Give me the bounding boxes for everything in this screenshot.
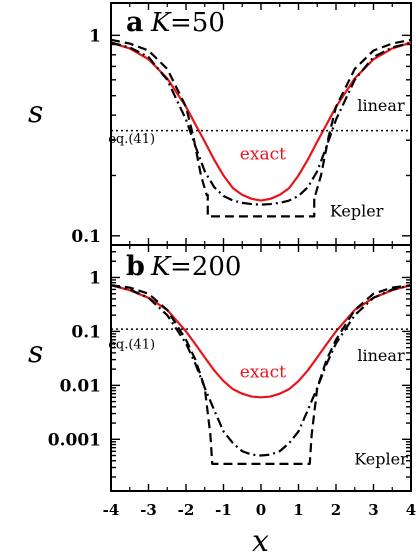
panel-b-series-linear — [110, 284, 412, 457]
panel-b-series — [110, 284, 412, 465]
panel-b-xtick-label: -1 — [215, 501, 232, 519]
panel-a-series — [110, 38, 412, 218]
panel-a-annotation: linear — [357, 96, 405, 115]
panel-a-k-var: K — [150, 8, 172, 38]
panel-b-letter: b — [126, 251, 145, 282]
panel-b-ticks: 1 0.1 0.01 0.001 -4 -3 -2 -1 0 1 2 3 4 — [48, 244, 416, 519]
panel-a-annotation: exact — [240, 145, 286, 165]
panel-a-ticks: 10.1 — [71, 3, 412, 247]
panel-a-annotation: Kepler — [330, 201, 384, 220]
panel-b-ytick-label: 0.1 — [71, 322, 101, 342]
panel-b-annotation: exact — [240, 362, 286, 382]
panel-b-series-kepler — [110, 284, 412, 465]
panel-b: 1 0.1 0.01 0.001 -4 -3 -2 -1 0 1 2 3 4 eq.(41) linear… — [28, 244, 416, 558]
panel-b-xlabel: x — [252, 524, 269, 558]
panel-a-series-linear — [110, 41, 412, 206]
panel-b-series-exact — [110, 284, 412, 399]
panel-b-annotations: eq.(41) linear exact Kepler — [108, 338, 408, 469]
panel-b-annotation: linear — [357, 346, 405, 365]
panel-a-series-kepler — [110, 38, 412, 218]
panel-b-xtick-label: -4 — [103, 501, 120, 519]
panel-b-k-value: =200 — [170, 252, 241, 282]
panel-b-xtick-label: 1 — [293, 501, 303, 519]
panel-a-annotations: linear eq.(41) exact Kepler — [108, 96, 405, 221]
panel-b-xtick-label: 0 — [256, 501, 266, 519]
panel-a-letter: a — [126, 7, 144, 38]
panel-b-annotation: eq.(41) — [108, 338, 155, 353]
panel-b-ylabel: s — [28, 335, 43, 370]
panel-b-xtick-label: -2 — [178, 501, 195, 519]
panel-b-ytick-label: 1 — [89, 268, 101, 288]
panel-a-ytick-label: 0.1 — [71, 227, 101, 247]
panel-b-annotation: Kepler — [354, 450, 408, 469]
panel-b-ytick-label: 0.01 — [60, 376, 101, 396]
panel-b-xtick-label: -3 — [140, 501, 157, 519]
panel-b-xtick-label: 3 — [368, 501, 378, 519]
panel-a-ylabel: s — [28, 95, 43, 130]
panel-a-k-value: =50 — [170, 8, 225, 38]
panel-a-ytick-label: 1 — [89, 26, 101, 46]
panel-b-k-var: K — [150, 252, 172, 282]
panel-b-xtick-label: 4 — [406, 501, 416, 519]
panel-b-ytick-label: 0.001 — [48, 430, 101, 450]
panel-a-annotation: eq.(41) — [108, 132, 155, 147]
panel-b-xtick-label: 2 — [331, 501, 341, 519]
